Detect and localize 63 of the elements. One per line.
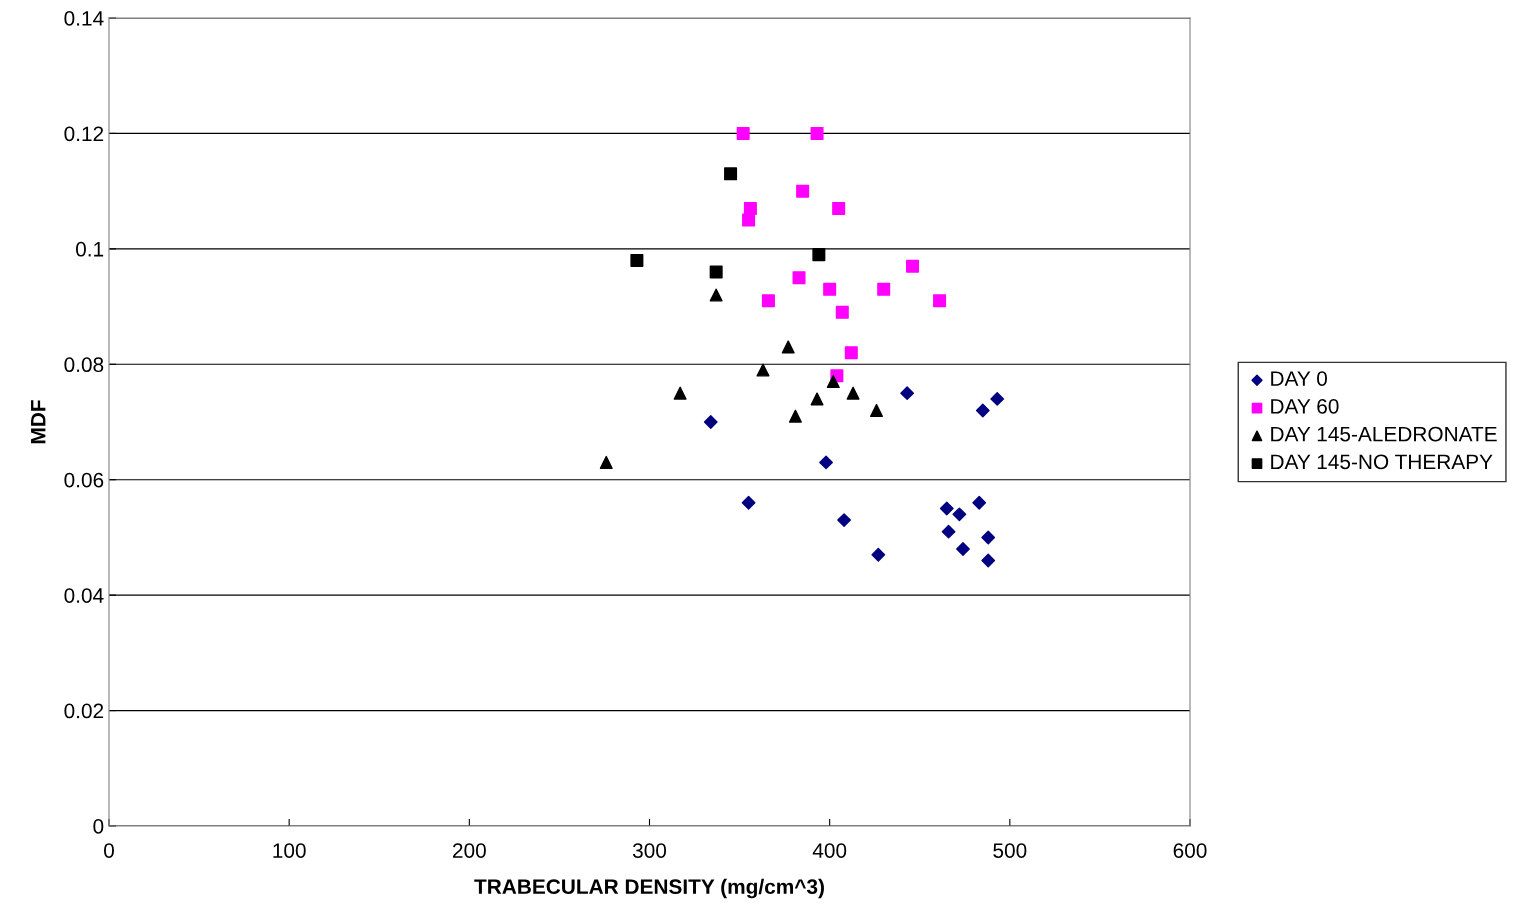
point bbox=[990, 392, 1005, 406]
x-tick-label: 400 bbox=[812, 843, 847, 858]
x-tick-label: 600 bbox=[1173, 843, 1207, 858]
point bbox=[599, 455, 613, 469]
x-tick-label: 200 bbox=[453, 843, 486, 858]
point bbox=[819, 455, 833, 470]
point bbox=[724, 167, 738, 181]
point bbox=[788, 409, 802, 423]
point bbox=[709, 288, 723, 302]
x-tick-label: 100 bbox=[273, 843, 306, 858]
point bbox=[981, 553, 996, 568]
point bbox=[673, 386, 687, 400]
point bbox=[703, 415, 718, 429]
point bbox=[846, 386, 860, 400]
point bbox=[832, 201, 846, 215]
point bbox=[796, 184, 810, 198]
point bbox=[792, 271, 806, 285]
y-tick-label: 0.08 bbox=[64, 357, 104, 373]
y-tick-label: 0.04 bbox=[64, 588, 104, 603]
point bbox=[810, 392, 824, 406]
x-axis-title: TRABECULAR DENSITY (mg/cm^3) bbox=[474, 878, 824, 899]
y-tick-label: 0.1 bbox=[75, 241, 104, 257]
legend-label: DAY 0 bbox=[1271, 371, 1327, 386]
point bbox=[736, 126, 750, 140]
point bbox=[877, 282, 891, 296]
point bbox=[941, 524, 956, 539]
point bbox=[972, 495, 987, 510]
point bbox=[756, 363, 770, 377]
point bbox=[630, 253, 644, 267]
x-tick-label: 300 bbox=[632, 843, 667, 858]
y-tick-label: 0.02 bbox=[64, 703, 104, 719]
y-tick-label: 0 bbox=[93, 819, 104, 834]
point bbox=[761, 294, 775, 308]
point bbox=[709, 265, 723, 279]
point bbox=[981, 530, 996, 545]
point bbox=[835, 305, 849, 319]
point bbox=[812, 248, 826, 262]
point bbox=[933, 294, 947, 308]
point bbox=[742, 213, 756, 227]
point bbox=[810, 126, 824, 140]
point bbox=[900, 386, 915, 401]
legend-label: DAY 60 bbox=[1271, 398, 1339, 414]
legend-label: DAY 145-NO THERAPY bbox=[1271, 454, 1493, 470]
point bbox=[939, 501, 954, 516]
point bbox=[826, 375, 840, 389]
point bbox=[906, 259, 920, 273]
point bbox=[837, 513, 851, 528]
x-tick-label: 500 bbox=[993, 843, 1027, 858]
y-tick-label: 0.12 bbox=[64, 126, 104, 142]
x-tick-label: 0 bbox=[104, 843, 114, 858]
legend-label: DAY 145-ALEDRONATE bbox=[1271, 426, 1497, 442]
point bbox=[975, 403, 990, 418]
point bbox=[956, 542, 970, 556]
y-tick-label: 0.06 bbox=[64, 472, 104, 488]
point bbox=[952, 507, 967, 522]
point bbox=[823, 282, 837, 296]
point bbox=[870, 403, 884, 417]
point bbox=[871, 547, 886, 562]
point bbox=[844, 346, 858, 360]
point bbox=[741, 495, 756, 510]
y-axis-title: MDF bbox=[31, 400, 46, 444]
y-tick-label: 0.14 bbox=[64, 11, 104, 26]
point bbox=[781, 340, 795, 354]
